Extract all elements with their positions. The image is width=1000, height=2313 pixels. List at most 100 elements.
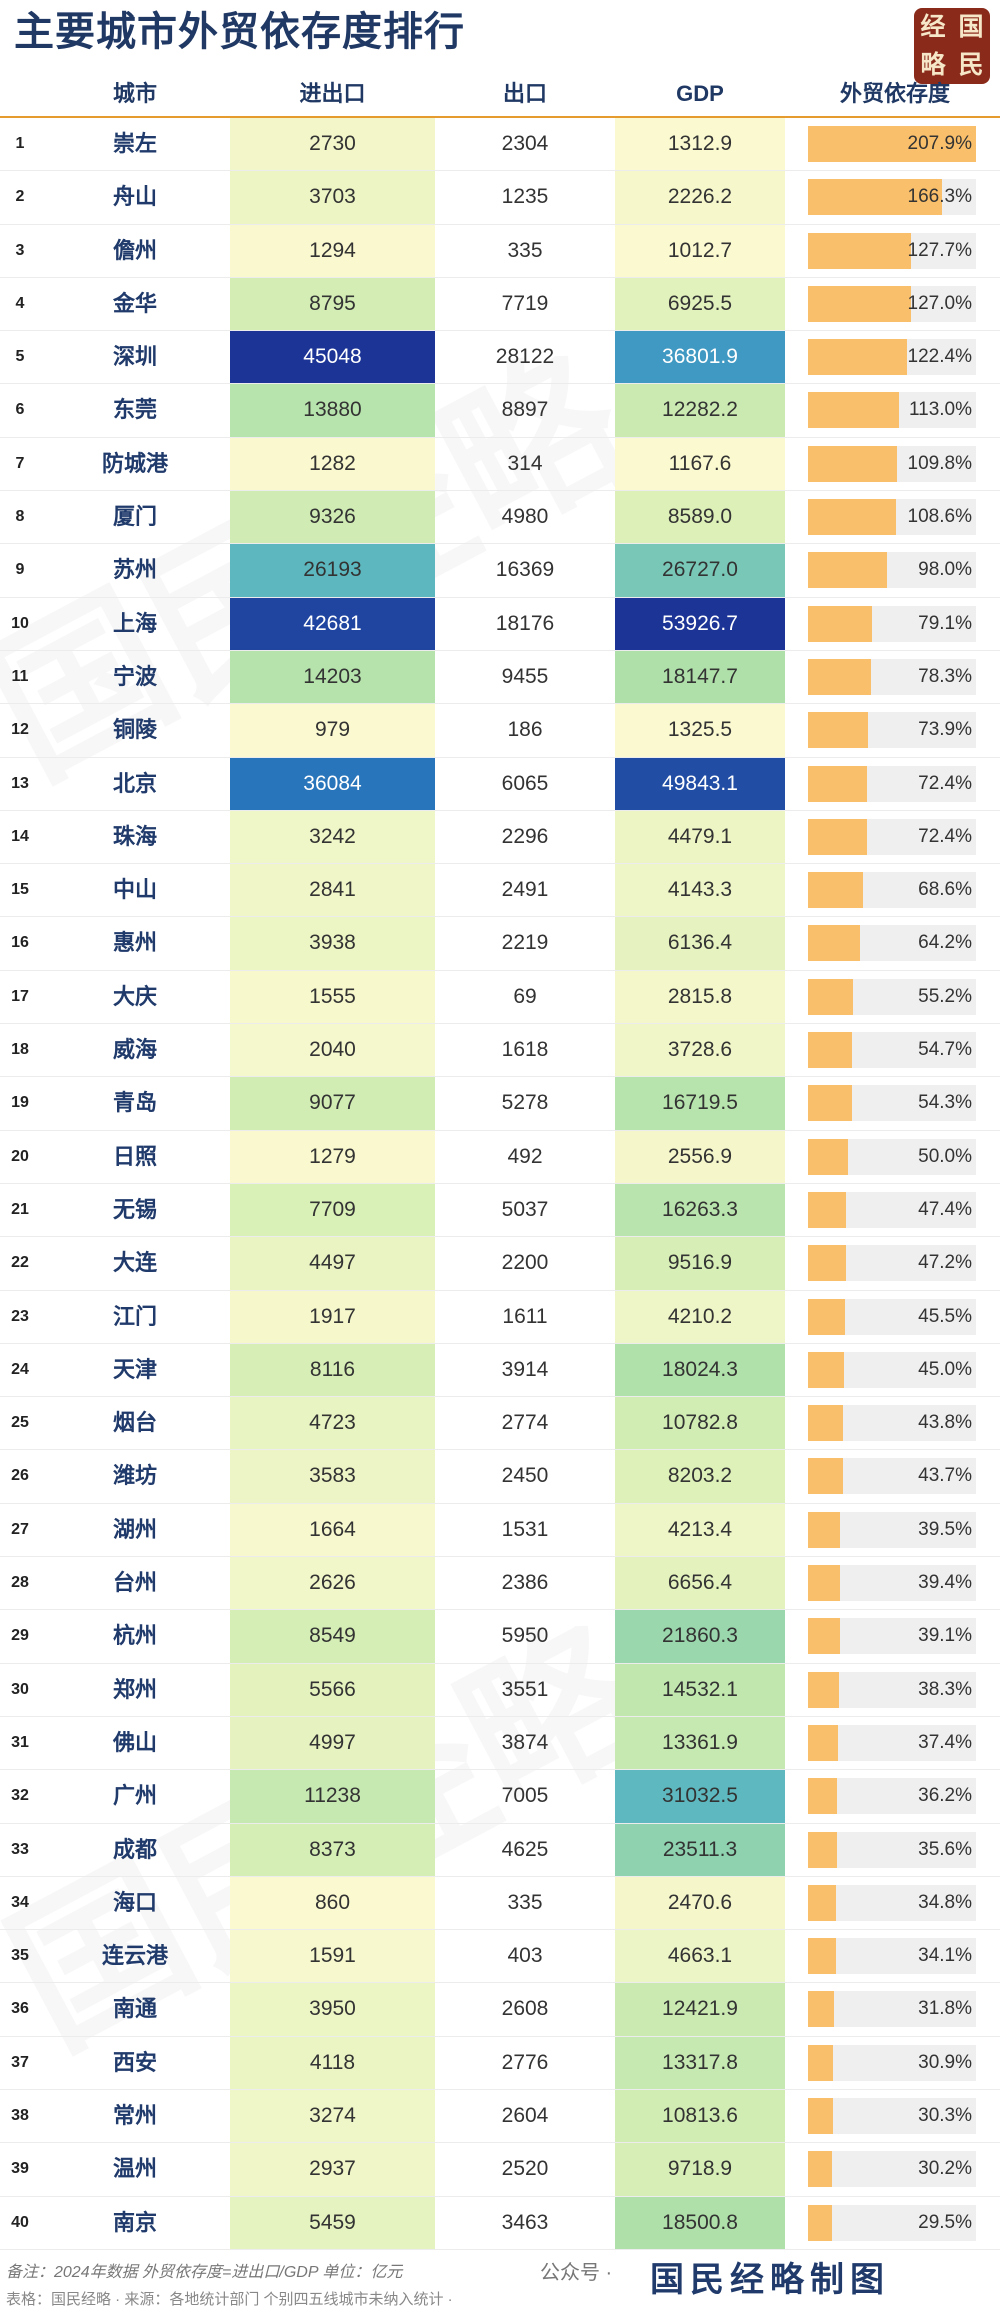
dependency-bar [808, 1085, 852, 1122]
import-export-cell: 8549 [230, 1610, 435, 1663]
city-cell: 防城港 [101, 450, 168, 476]
dependency-bar [808, 1884, 837, 1921]
import-export-cell: 4497 [230, 1237, 435, 1290]
city-cell: 深圳 [112, 344, 157, 370]
dependency-label: 72.4% [918, 772, 972, 794]
dependency-cell: 39.5% [808, 1504, 976, 1556]
dependency-cell: 72.4% [808, 758, 976, 810]
import-export-cell: 2841 [230, 864, 435, 917]
city-cell: 珠海 [112, 823, 157, 849]
col-header-import-export: 进出口 [299, 81, 366, 106]
dependency-bar [808, 1511, 840, 1548]
import-export-cell: 7709 [230, 1183, 435, 1237]
dependency-label: 39.1% [918, 1625, 972, 1647]
rank-cell: 12 [11, 721, 29, 739]
gdp-cell: 31032.5 [615, 1770, 785, 1823]
dependency-label: 72.4% [918, 825, 972, 847]
dependency-label: 47.4% [918, 1198, 972, 1220]
gdp-cell: 4663.1 [615, 1930, 785, 1983]
export-cell: 1235 [501, 185, 549, 209]
dependency-cell: 29.5% [808, 2197, 976, 2249]
rank-cell: 23 [11, 1307, 29, 1325]
export-cell: 4980 [501, 505, 549, 529]
dependency-cell: 113.0% [808, 384, 976, 436]
dependency-label: 43.8% [918, 1412, 972, 1434]
rank-cell: 21 [11, 1200, 29, 1218]
dependency-cell: 35.6% [808, 1824, 976, 1876]
export-cell: 2491 [501, 878, 549, 902]
dependency-bar [808, 1991, 834, 2028]
city-cell: 儋州 [112, 237, 157, 263]
dependency-bar [808, 232, 912, 269]
table-row: 13 北京 36084 6065 49843.1 72.4% [0, 757, 1000, 811]
dependency-cell: 38.3% [808, 1664, 976, 1716]
city-cell: 苏州 [112, 557, 157, 583]
city-cell: 郑州 [112, 1676, 157, 1702]
table-row: 4 金华 8795 7719 6925.5 127.0% [0, 277, 1000, 332]
dependency-cell: 64.2% [808, 917, 976, 969]
import-export-cell: 1555 [230, 970, 435, 1024]
col-header-export: 出口 [502, 81, 547, 106]
rank-cell: 3 [15, 241, 25, 259]
export-cell: 3463 [501, 2210, 549, 2234]
dependency-cell: 50.0% [808, 1131, 976, 1183]
import-export-cell: 26193 [230, 544, 435, 597]
rank-cell: 20 [11, 1147, 29, 1165]
city-cell: 潍坊 [112, 1463, 157, 1489]
dependency-label: 35.6% [918, 1838, 972, 1860]
gdp-cell: 8203.2 [615, 1450, 785, 1503]
dependency-label: 78.3% [918, 665, 972, 687]
import-export-cell: 3703 [230, 171, 435, 224]
col-header-dependency: 外贸依存度 [839, 81, 950, 106]
gdp-cell: 26727.0 [615, 544, 785, 597]
dependency-cell: 36.2% [808, 1770, 976, 1822]
dependency-cell: 30.9% [808, 2037, 976, 2089]
brand-signature: 国民经略制图 [650, 2260, 890, 2300]
dependency-bar [808, 1405, 844, 1442]
city-cell: 崇左 [112, 131, 157, 156]
export-cell: 2520 [501, 2157, 549, 2181]
rank-cell: 15 [11, 881, 29, 899]
city-cell: 江门 [112, 1303, 157, 1329]
rank-cell: 25 [11, 1414, 29, 1432]
rank-cell: 11 [11, 667, 29, 685]
table-row: 34 海口 860 335 2470.6 34.8% [0, 1876, 1000, 1931]
dependency-label: 55.2% [918, 985, 972, 1007]
rank-cell: 16 [11, 934, 29, 952]
dependency-bar [808, 1138, 849, 1175]
export-cell: 3874 [501, 1730, 549, 1754]
export-cell: 5950 [501, 1624, 549, 1648]
import-export-cell: 1282 [230, 437, 435, 491]
rank-cell: 10 [11, 614, 29, 632]
rank-cell: 31 [11, 1733, 29, 1751]
export-cell: 9455 [501, 664, 549, 688]
table-row: 15 中山 2841 2491 4143.3 68.6% [0, 864, 1000, 918]
gdp-cell: 2556.9 [615, 1130, 785, 1183]
footnote: 备注：2024年数据 外贸依存度=进出口/GDP 单位：亿元 [6, 2264, 403, 2281]
dependency-cell: 47.4% [808, 1184, 976, 1236]
header: 主要城市外贸依存度排行 经 国 略 民 [0, 0, 1000, 84]
dependency-cell: 127.7% [808, 225, 976, 277]
import-export-cell: 14203 [230, 650, 435, 704]
dependency-cell: 79.1% [808, 598, 976, 650]
dependency-cell: 54.7% [808, 1024, 976, 1076]
gdp-cell: 36801.9 [615, 331, 785, 384]
city-cell: 台州 [112, 1570, 157, 1596]
gdp-cell: 23511.3 [615, 1823, 785, 1876]
export-cell: 335 [507, 238, 543, 262]
city-cell: 南京 [112, 2209, 157, 2235]
table-row: 31 佛山 4997 3874 13361.9 37.4% [0, 1716, 1000, 1771]
gdp-cell: 6925.5 [615, 277, 785, 331]
dependency-bar [808, 1032, 853, 1069]
logo-char: 国 [958, 12, 984, 41]
dependency-bar [808, 2204, 832, 2241]
dependency-cell: 72.4% [808, 811, 976, 863]
export-cell: 2219 [501, 931, 549, 955]
import-export-cell: 11238 [230, 1770, 435, 1823]
dependency-label: 47.2% [918, 1252, 972, 1274]
gdp-cell: 4479.1 [615, 810, 785, 864]
import-export-cell: 8373 [230, 1823, 435, 1876]
rank-cell: 32 [11, 1787, 29, 1805]
export-cell: 1531 [501, 1517, 549, 1541]
dependency-label: 108.6% [907, 506, 972, 528]
